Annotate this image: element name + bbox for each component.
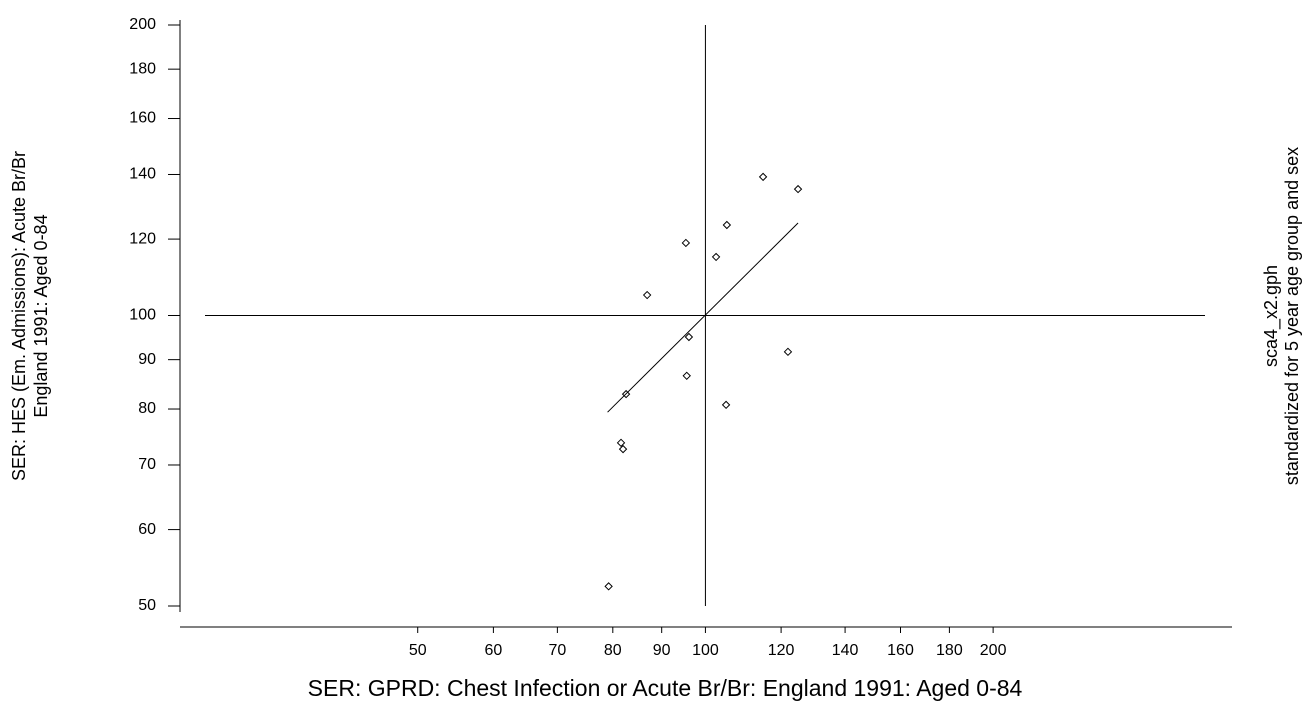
y-tick-label: 160 [129, 110, 156, 127]
y-tick-label: 200 [129, 16, 156, 33]
point [711, 252, 721, 262]
point [722, 220, 732, 230]
y-tick-label: 80 [138, 400, 156, 417]
y-tick-label: 180 [129, 60, 156, 77]
x-tick-label: 180 [936, 642, 963, 659]
point [793, 184, 803, 194]
x-axis-label: SER: GPRD: Chest Infection or Acute Br/B… [308, 675, 1023, 701]
x-tick-label: 160 [887, 642, 914, 659]
x-tick-label: 80 [604, 642, 622, 659]
point [616, 438, 626, 448]
y-tick-label: 90 [138, 351, 156, 368]
y-tick-label: 140 [129, 166, 156, 183]
point [783, 347, 793, 357]
point [604, 582, 613, 591]
y-tick-label: 50 [138, 597, 156, 614]
side-note: standardized for 5 year age group and se… [1282, 147, 1302, 485]
point [682, 371, 691, 381]
x-tick-label: 200 [980, 642, 1007, 659]
x-tick-label: 60 [484, 642, 502, 659]
point [681, 238, 691, 248]
x-tick-label: 70 [548, 642, 566, 659]
y-axis-label: SER: HES (Em. Admissions): Acute Br/Br [9, 151, 29, 481]
side-note: sca4_x2.gph [1261, 265, 1282, 367]
point [618, 444, 628, 454]
point [684, 332, 694, 342]
point [758, 172, 768, 182]
y-tick-label: 100 [129, 307, 156, 324]
x-tick-label: 100 [692, 642, 719, 659]
y-tick-label: 70 [138, 456, 156, 473]
y-axis-label: England 1991: Aged 0-84 [31, 214, 51, 417]
x-tick-label: 140 [832, 642, 859, 659]
x-tick-label: 90 [653, 642, 671, 659]
point [642, 290, 652, 300]
point [721, 400, 731, 410]
fit-line [607, 222, 799, 413]
point [621, 389, 631, 399]
y-tick-label: 60 [138, 521, 156, 538]
x-tick-label: 120 [768, 642, 795, 659]
y-tick-label: 120 [129, 230, 156, 247]
x-tick-label: 50 [409, 642, 427, 659]
